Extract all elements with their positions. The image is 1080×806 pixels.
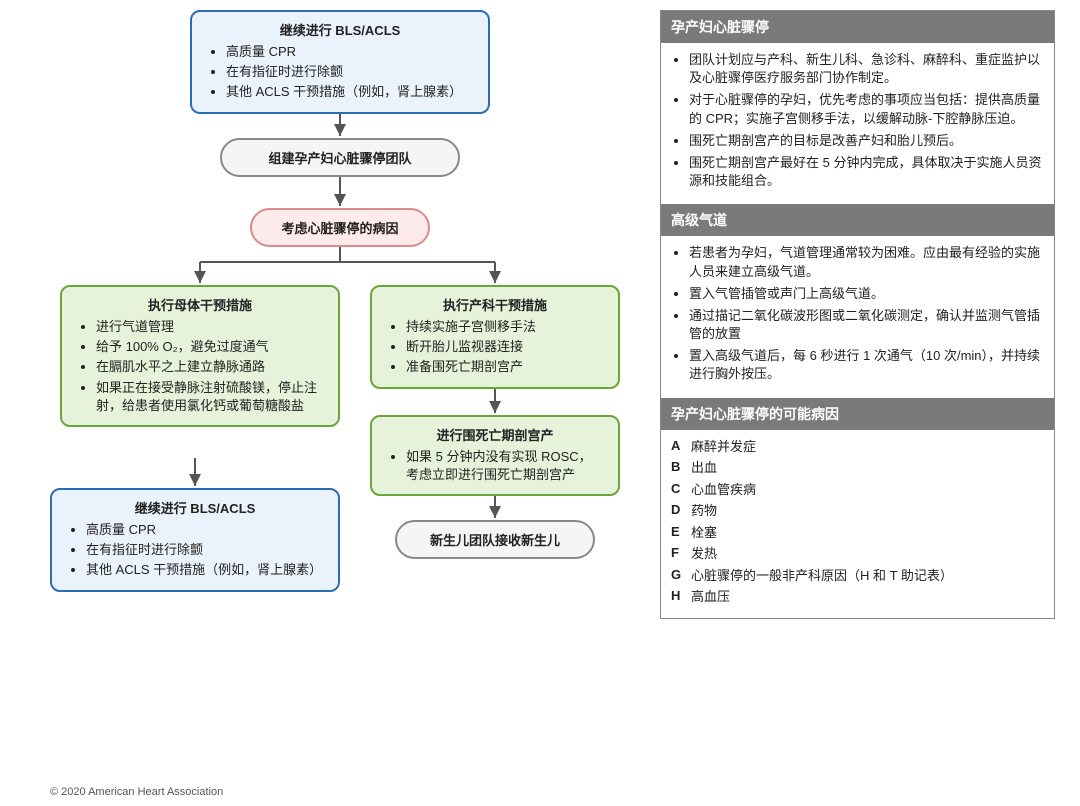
list-item: 进行气道管理: [96, 318, 324, 336]
cause-text: 出血: [691, 459, 1044, 477]
cause-letter: G: [671, 567, 691, 585]
list-item: 给予 100% O₂，避免过度通气: [96, 338, 324, 356]
cause-letter: D: [671, 502, 691, 520]
cause-letter: B: [671, 459, 691, 477]
list-item: 对于心脏骤停的孕妇，优先考虑的事项应当包括：提供高质量的 CPR；实施子宫侧移手…: [689, 91, 1044, 127]
box-title: 执行母体干预措施: [76, 295, 324, 314]
flow-box-consider-cause: 考虑心脏骤停的病因: [250, 208, 430, 247]
flow-box-obstetric-interventions: 执行产科干预措施 持续实施子宫侧移手法 断开胎儿监视器连接 准备围死亡期剖宫产: [370, 285, 620, 389]
cause-row: E栓塞: [671, 524, 1044, 542]
cause-letter: C: [671, 481, 691, 499]
cause-letter: H: [671, 588, 691, 606]
box-title: 继续进行 BLS/ACLS: [206, 20, 474, 39]
box-title: 进行围死亡期剖宫产: [386, 425, 604, 444]
cause-row: H高血压: [671, 588, 1044, 606]
flow-box-perimortem-cesarean: 进行围死亡期剖宫产 如果 5 分钟内没有实现 ROSC，考虑立即进行围死亡期剖宫…: [370, 415, 620, 496]
flow-box-bls-acls-2: 继续进行 BLS/ACLS 高质量 CPR 在有指征时进行除颤 其他 ACLS …: [50, 488, 340, 592]
flow-box-bls-acls-1: 继续进行 BLS/ACLS 高质量 CPR 在有指征时进行除颤 其他 ACLS …: [190, 10, 490, 114]
list-item: 持续实施子宫侧移手法: [406, 318, 604, 336]
flowchart-area: 继续进行 BLS/ACLS 高质量 CPR 在有指征时进行除颤 其他 ACLS …: [50, 10, 640, 770]
flow-box-neonatal-team: 新生儿团队接收新生儿: [395, 520, 595, 559]
cause-text: 药物: [691, 502, 1044, 520]
side-panel: 孕产妇心脏骤停 团队计划应与产科、新生儿科、急诊科、麻醉科、重症监护以及心脏骤停…: [660, 10, 1055, 619]
box-title: 继续进行 BLS/ACLS: [66, 498, 324, 517]
list-item: 团队计划应与产科、新生儿科、急诊科、麻醉科、重症监护以及心脏骤停医疗服务部门协作…: [689, 51, 1044, 87]
cause-letter: E: [671, 524, 691, 542]
cause-row: B出血: [671, 459, 1044, 477]
cause-text: 高血压: [691, 588, 1044, 606]
box-title: 考虑心脏骤停的病因: [281, 221, 398, 236]
list-item: 其他 ACLS 干预措施（例如，肾上腺素）: [226, 83, 474, 101]
list-item: 如果 5 分钟内没有实现 ROSC，考虑立即进行围死亡期剖宫产: [406, 448, 604, 484]
panel-body-causes: A麻醉并发症 B出血 C心血管疾病 D药物 E栓塞 F发热 G心脏骤停的一般非产…: [661, 430, 1054, 618]
list-item: 通过描记二氧化碳波形图或二氧化碳测定，确认并监测气管插管的放置: [689, 307, 1044, 343]
cause-row: F发热: [671, 545, 1044, 563]
list-item: 高质量 CPR: [86, 521, 324, 539]
cause-text: 心脏骤停的一般非产科原因（H 和 T 助记表）: [691, 567, 1044, 585]
panel-header-arrest: 孕产妇心脏骤停: [661, 11, 1054, 43]
list-item: 断开胎儿监视器连接: [406, 338, 604, 356]
cause-row: G心脏骤停的一般非产科原因（H 和 T 助记表）: [671, 567, 1044, 585]
cause-text: 发热: [691, 545, 1044, 563]
list-item: 若患者为孕妇，气道管理通常较为困难。应由最有经验的实施人员来建立高级气道。: [689, 244, 1044, 280]
panel-body-airway: 若患者为孕妇，气道管理通常较为困难。应由最有经验的实施人员来建立高级气道。 置入…: [661, 236, 1054, 397]
cause-row: C心血管疾病: [671, 481, 1044, 499]
box-title: 新生儿团队接收新生儿: [430, 533, 560, 548]
flow-box-assemble-team: 组建孕产妇心脏骤停团队: [220, 138, 460, 177]
panel-header-airway: 高级气道: [661, 204, 1054, 236]
list-item: 在有指征时进行除颤: [86, 541, 324, 559]
cause-row: A麻醉并发症: [671, 438, 1044, 456]
cause-text: 心血管疾病: [691, 481, 1044, 499]
cause-letter: F: [671, 545, 691, 563]
panel-header-causes: 孕产妇心脏骤停的可能病因: [661, 398, 1054, 430]
list-item: 置入高级气道后，每 6 秒进行 1 次通气（10 次/min），并持续进行胸外按…: [689, 347, 1044, 383]
list-item: 围死亡期剖宫产最好在 5 分钟内完成，具体取决于实施人员资源和技能组合。: [689, 154, 1044, 190]
list-item: 准备围死亡期剖宫产: [406, 358, 604, 376]
box-title: 组建孕产妇心脏骤停团队: [268, 151, 411, 166]
cause-text: 麻醉并发症: [691, 438, 1044, 456]
box-title: 执行产科干预措施: [386, 295, 604, 314]
list-item: 其他 ACLS 干预措施（例如，肾上腺素）: [86, 561, 324, 579]
list-item: 围死亡期剖宫产的目标是改善产妇和胎儿预后。: [689, 132, 1044, 150]
list-item: 置入气管插管或声门上高级气道。: [689, 285, 1044, 303]
panel-body-arrest: 团队计划应与产科、新生儿科、急诊科、麻醉科、重症监护以及心脏骤停医疗服务部门协作…: [661, 43, 1054, 204]
copyright-text: © 2020 American Heart Association: [50, 786, 223, 798]
list-item: 如果正在接受静脉注射硫酸镁，停止注射，给患者使用氯化钙或葡萄糖酸盐: [96, 379, 324, 415]
cause-row: D药物: [671, 502, 1044, 520]
cause-letter: A: [671, 438, 691, 456]
list-item: 在有指征时进行除颤: [226, 63, 474, 81]
cause-text: 栓塞: [691, 524, 1044, 542]
flow-box-maternal-interventions: 执行母体干预措施 进行气道管理 给予 100% O₂，避免过度通气 在膈肌水平之…: [60, 285, 340, 427]
list-item: 在膈肌水平之上建立静脉通路: [96, 358, 324, 376]
list-item: 高质量 CPR: [226, 43, 474, 61]
